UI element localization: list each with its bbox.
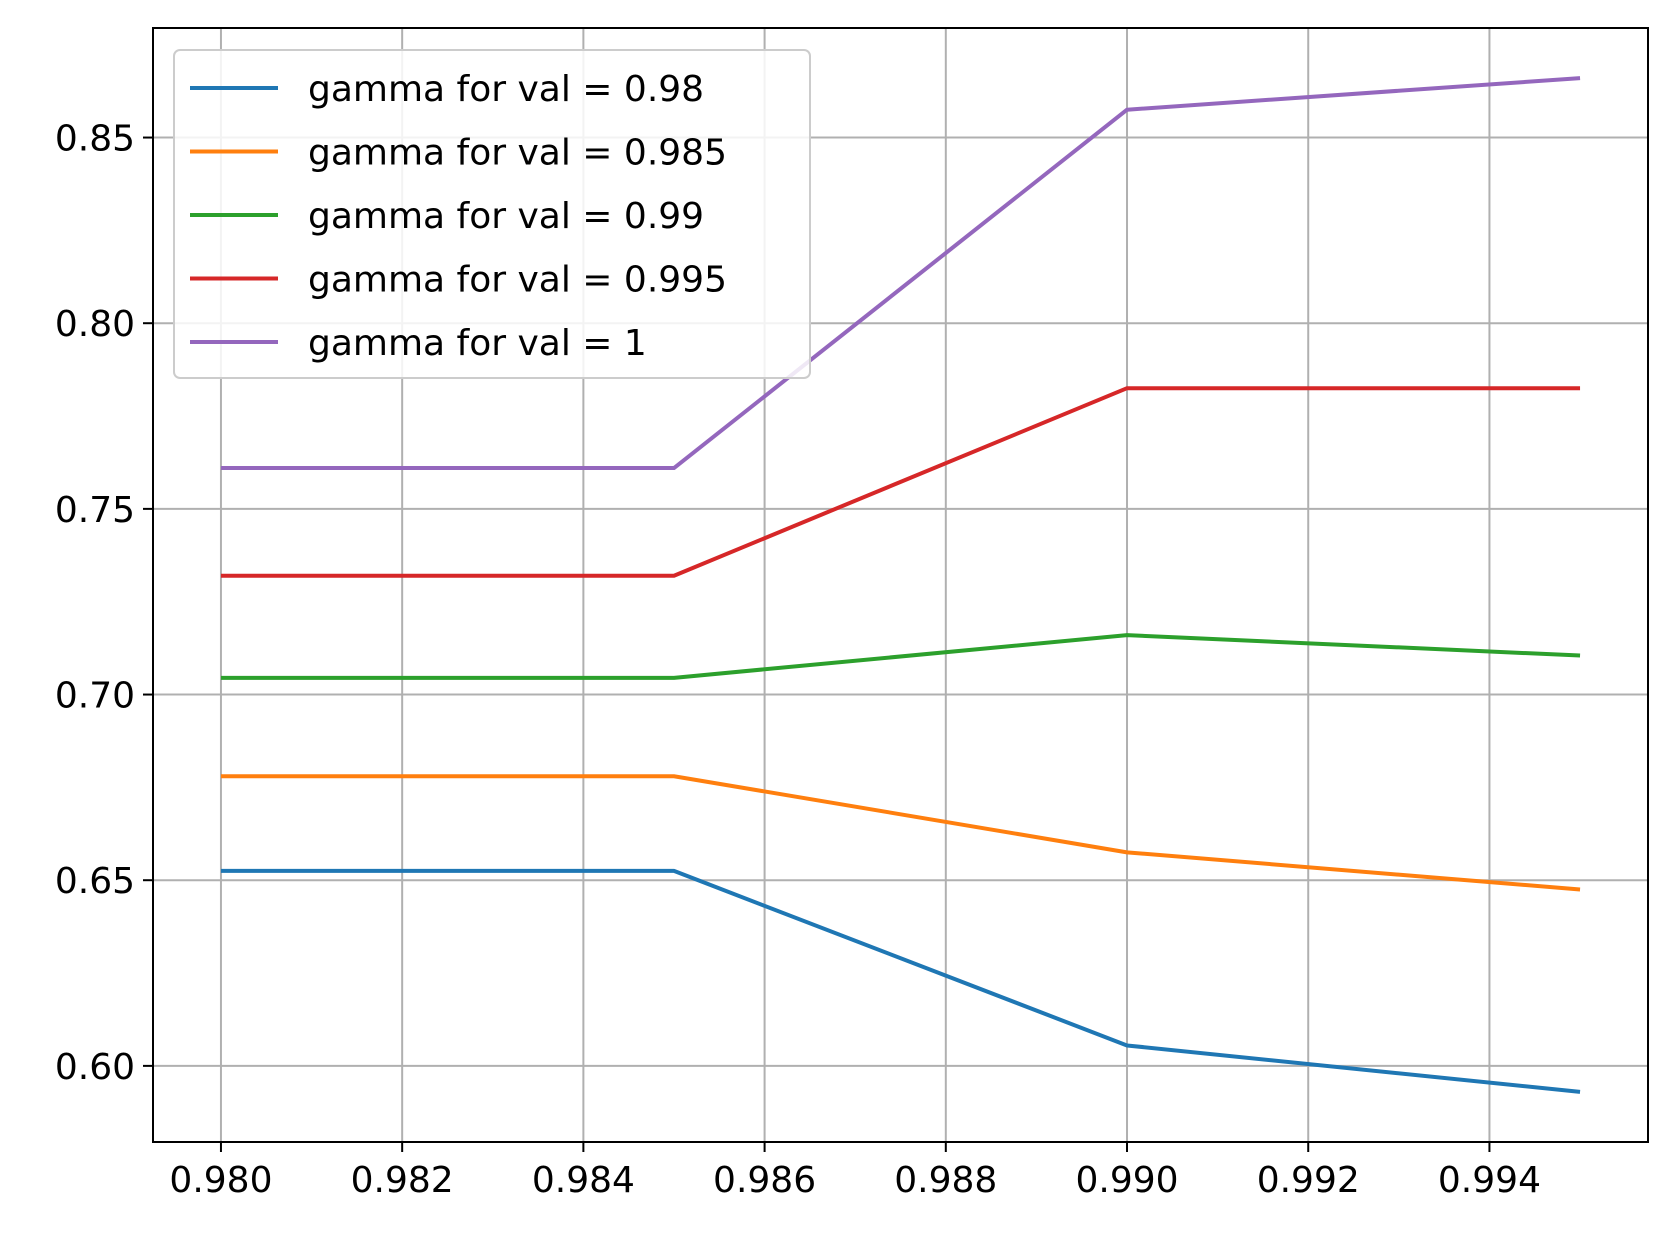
legend-label-3: gamma for val = 0.995 — [308, 260, 727, 301]
series-lines — [220, 76, 1581, 1094]
y-tick-label: 0.65 — [55, 861, 135, 902]
y-tick-label: 0.60 — [55, 1047, 135, 1088]
y-tick-label: 0.80 — [55, 304, 135, 345]
legend-box — [173, 49, 811, 379]
legend: gamma for val = 0.98 gamma for val = 0.98… — [173, 49, 811, 379]
x-axis: 0.980 0.982 0.984 0.986 0.988 0.990 0.992 0.994 — [169, 1142, 1541, 1201]
y-tick-label: 0.70 — [55, 676, 135, 717]
series-line-4 — [220, 76, 1581, 471]
legend-label-4: gamma for val = 1 — [308, 323, 647, 364]
legend-label-2: gamma for val = 0.99 — [308, 196, 704, 237]
x-tick-label: 0.990 — [1075, 1160, 1178, 1201]
plot-frame — [152, 27, 1649, 1143]
legend-label-1: gamma for val = 0.985 — [308, 133, 727, 174]
y-tick-label: 0.85 — [55, 119, 135, 160]
series-line-2 — [220, 633, 1581, 680]
series-line-0 — [220, 868, 1581, 1094]
x-tick-label: 0.986 — [713, 1160, 816, 1201]
x-tick-label: 0.988 — [894, 1160, 997, 1201]
series-line-1 — [220, 774, 1581, 892]
x-tick-label: 0.980 — [169, 1160, 272, 1201]
x-tick-label: 0.982 — [351, 1160, 454, 1201]
legend-label-0: gamma for val = 0.98 — [308, 69, 704, 110]
x-tick-label: 0.984 — [532, 1160, 635, 1201]
y-tick-label: 0.75 — [55, 490, 135, 531]
y-axis: 0.60 0.65 0.70 0.75 0.80 0.85 — [55, 119, 153, 1088]
x-tick-label: 0.994 — [1438, 1160, 1541, 1201]
x-tick-label: 0.992 — [1257, 1160, 1360, 1201]
series-line-3 — [220, 386, 1581, 578]
